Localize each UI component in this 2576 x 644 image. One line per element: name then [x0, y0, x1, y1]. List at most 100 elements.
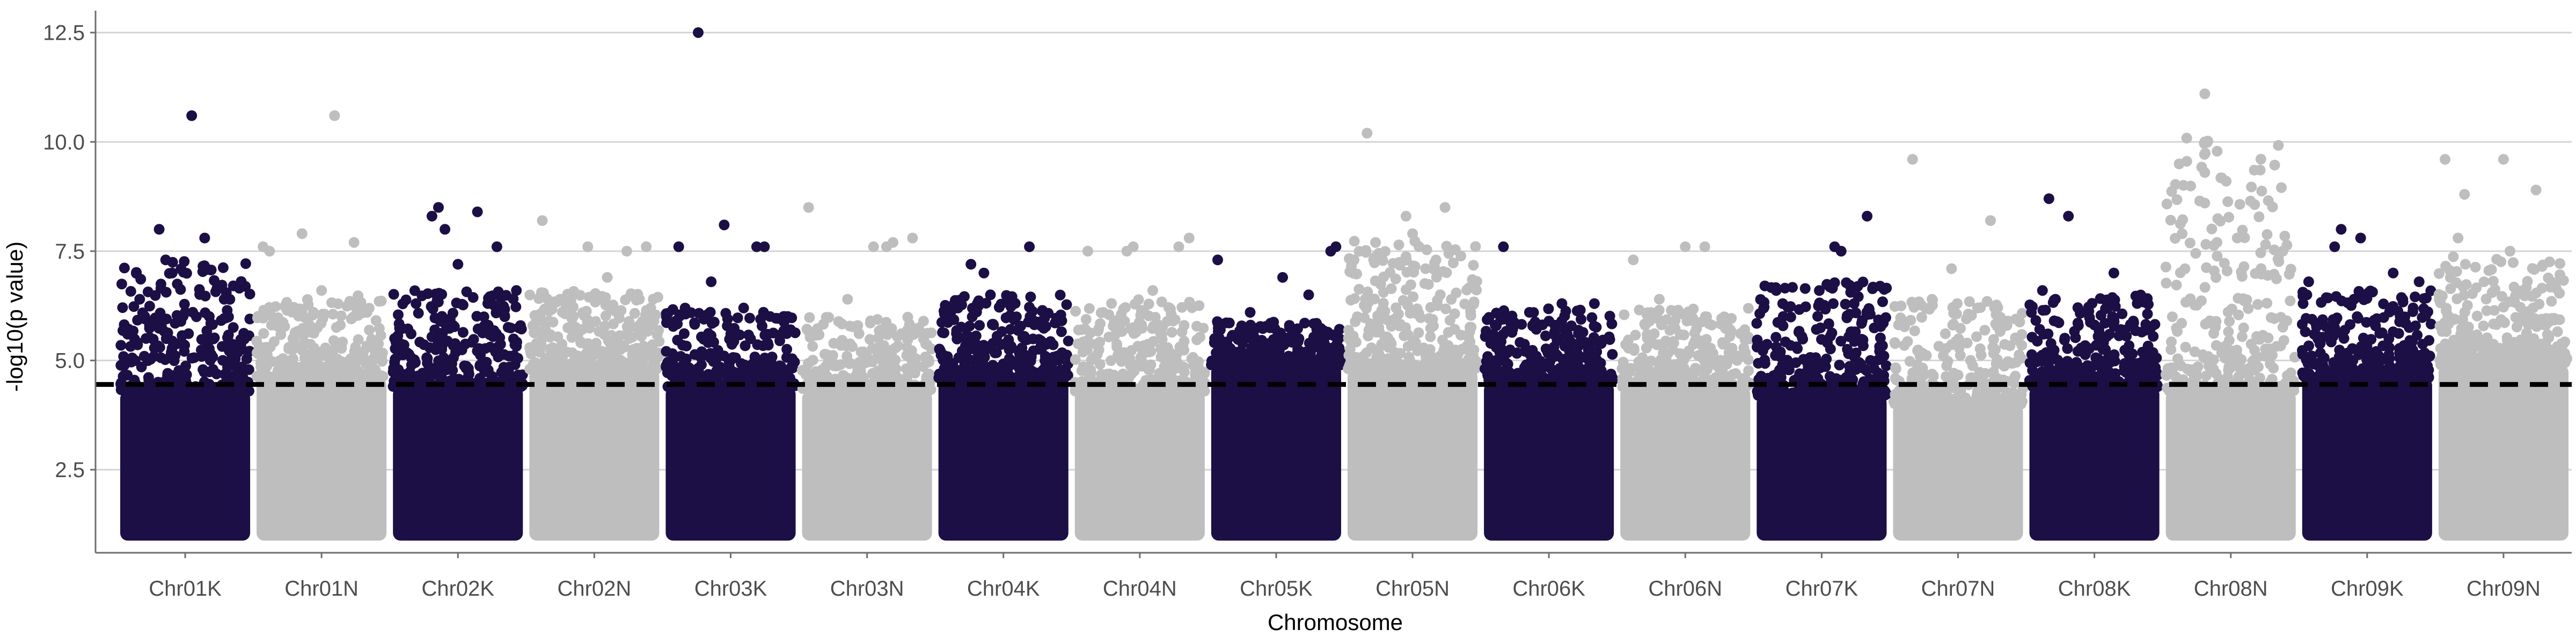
data-point [956, 346, 968, 356]
data-point [673, 241, 684, 252]
data-point [1974, 343, 1986, 354]
data-point [2073, 361, 2084, 372]
point-band [1757, 395, 1887, 541]
data-point [754, 364, 765, 375]
data-point [1606, 318, 1618, 330]
data-point [429, 324, 441, 335]
data-point [985, 289, 996, 301]
data-point [1725, 326, 1737, 337]
data-point [510, 301, 522, 312]
data-point [1514, 337, 1526, 348]
data-point [678, 328, 690, 339]
data-point [1111, 341, 1123, 353]
data-point [708, 356, 719, 367]
data-point [1966, 372, 1977, 383]
data-point [1431, 272, 1442, 283]
data-point [451, 297, 462, 309]
data-point [2069, 326, 2080, 337]
data-point [1313, 342, 1324, 353]
data-point [953, 302, 963, 313]
data-point [170, 318, 181, 329]
data-point [844, 320, 855, 332]
data-point [1979, 382, 1990, 393]
data-point [743, 370, 754, 382]
data-point [421, 352, 433, 363]
data-point [1718, 311, 1730, 323]
data-point [1822, 337, 1833, 348]
data-point [1120, 302, 1131, 313]
data-point [117, 302, 128, 313]
data-point [308, 327, 319, 339]
data-point [179, 256, 190, 267]
data-point [1909, 325, 1920, 336]
data-point [278, 372, 289, 383]
data-point [568, 311, 579, 322]
data-point [217, 341, 228, 352]
data-point [580, 339, 591, 350]
data-point [1543, 303, 1554, 314]
data-point [944, 313, 955, 325]
data-point [2062, 343, 2073, 354]
data-point [762, 328, 773, 340]
data-point [261, 304, 272, 316]
data-point [1454, 363, 1465, 375]
data-point [582, 314, 593, 325]
data-point [1691, 318, 1702, 330]
data-point [233, 283, 245, 294]
data-point [179, 368, 190, 379]
data-point [1859, 390, 1870, 401]
data-point [886, 347, 897, 358]
data-point [1360, 361, 1372, 372]
data-point [1191, 334, 1203, 346]
data-point [292, 326, 303, 337]
data-point [1864, 309, 1876, 320]
data-point [1089, 352, 1100, 363]
data-point [2072, 346, 2083, 357]
data-point [2142, 309, 2153, 319]
data-point [411, 298, 422, 309]
point-band [1620, 386, 1751, 541]
data-point [1667, 344, 1678, 355]
data-point [634, 294, 645, 305]
data-point [1139, 307, 1150, 318]
data-point [243, 364, 254, 375]
data-point [134, 294, 145, 305]
data-point [838, 370, 849, 381]
data-point [1179, 345, 1190, 356]
data-point [414, 336, 426, 348]
data-point [1224, 317, 1235, 328]
data-point [1543, 316, 1555, 327]
data-point [1437, 334, 1448, 346]
data-point [1303, 289, 1314, 301]
data-point [1889, 301, 1900, 312]
data-point [1965, 355, 1976, 366]
data-point [314, 371, 325, 383]
data-point [348, 237, 360, 248]
data-point [2109, 321, 2120, 332]
data-point [1618, 356, 1629, 368]
data-point [138, 350, 150, 362]
data-point [1524, 307, 1535, 318]
data-point [1857, 276, 1869, 288]
data-point [1768, 370, 1779, 382]
data-point [1721, 358, 1732, 370]
data-point [2181, 133, 2192, 144]
data-point [959, 332, 970, 343]
data-point [1263, 321, 1274, 333]
data-point [160, 254, 171, 266]
data-point [1525, 349, 1536, 360]
data-point [426, 301, 437, 312]
data-point [1413, 308, 1424, 319]
chromosome-group-Chr01K [115, 110, 255, 541]
point-band [938, 378, 1069, 541]
data-point [2043, 193, 2054, 204]
data-point [1785, 311, 1796, 323]
data-point [991, 347, 1002, 358]
data-point [162, 370, 173, 381]
data-point [565, 322, 576, 333]
data-point [1989, 302, 2000, 313]
data-point [1055, 309, 1066, 320]
data-point [2016, 340, 2028, 351]
data-point [1085, 364, 1096, 376]
data-point [881, 325, 892, 336]
